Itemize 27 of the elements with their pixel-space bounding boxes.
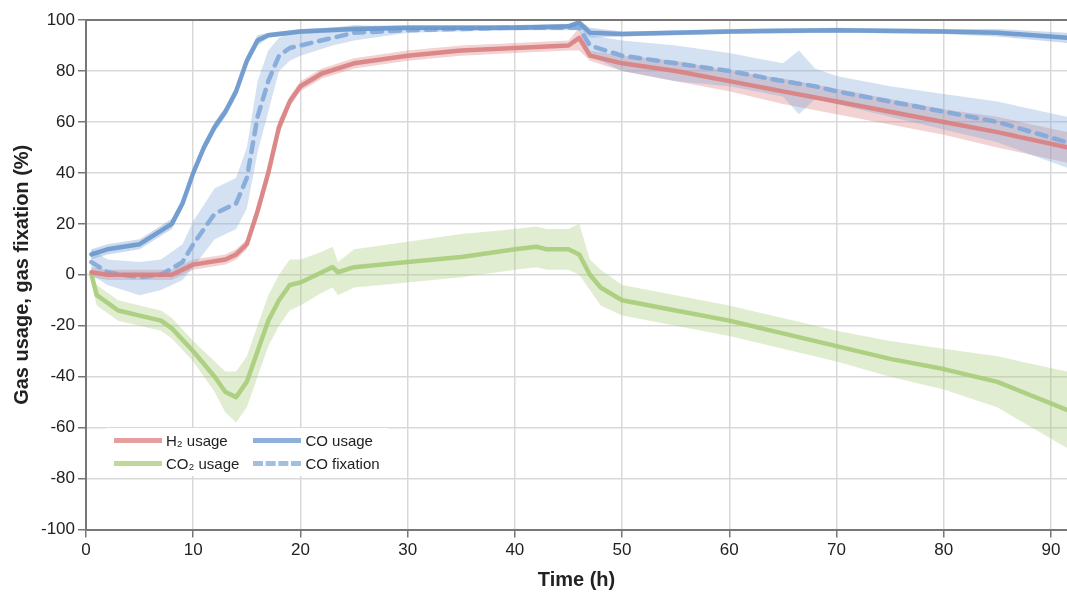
y-tick-label: -80 <box>50 468 76 488</box>
x-axis-title: Time (h) <box>537 567 616 590</box>
y-tick-label: -20 <box>50 315 76 335</box>
y-axis-title: Gas usage, gas fixation (%) <box>9 144 32 405</box>
x-tick-label: 60 <box>719 540 739 560</box>
legend-label: CO₂ usage <box>166 454 240 472</box>
y-tick-label: 40 <box>56 162 76 182</box>
legend-label: H₂ usage <box>166 431 228 449</box>
x-tick-label: 10 <box>183 540 203 560</box>
y-tick-label: 60 <box>56 111 76 131</box>
x-tick-label: 30 <box>398 540 418 560</box>
y-tick-label: 80 <box>56 60 76 80</box>
x-tick-label: 0 <box>81 540 91 560</box>
y-tick-label: 20 <box>56 213 76 233</box>
y-tick-label: -60 <box>50 417 76 437</box>
y-tick-label: 0 <box>65 264 76 284</box>
legend-label: CO usage <box>305 431 373 449</box>
y-tick-label: 100 <box>46 9 76 29</box>
x-tick-label: 40 <box>505 540 525 560</box>
x-tick-label: 90 <box>1041 540 1061 560</box>
legend-label: CO fixation <box>305 454 380 472</box>
y-tick-label: -100 <box>40 519 76 539</box>
x-tick-label: 70 <box>827 540 846 560</box>
x-tick-label: 50 <box>612 540 632 560</box>
y-tick-label: -40 <box>50 366 76 386</box>
x-tick-label: 80 <box>934 540 954 560</box>
x-tick-label: 20 <box>290 540 310 560</box>
